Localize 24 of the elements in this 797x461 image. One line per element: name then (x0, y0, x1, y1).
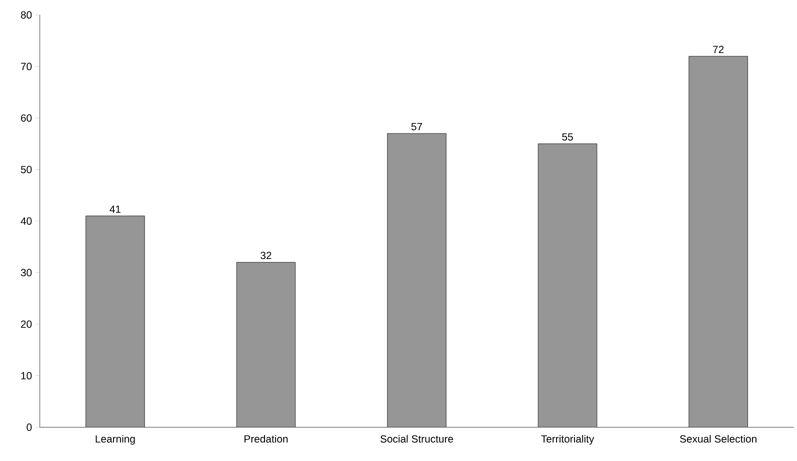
bar (538, 144, 597, 428)
x-tick-label: Territoriality (541, 434, 594, 445)
x-tick-label: Learning (96, 434, 135, 445)
bar (236, 262, 296, 428)
data-label: 41 (110, 206, 120, 213)
x-tick-label: Predation (244, 434, 288, 443)
data-label: 72 (713, 46, 724, 53)
y-tick-label: 30 (20, 268, 32, 276)
y-tick-label: 50 (20, 166, 32, 174)
y-tick-label: 70 (21, 62, 32, 70)
x-tick-label: Sexual Selection (680, 434, 756, 443)
data-label: 57 (411, 122, 422, 130)
y-tick-label: 0 (26, 424, 32, 431)
x-tick-label: Social Structure (380, 434, 454, 443)
y-tick-label: 40 (20, 217, 32, 225)
y-tick-label: 80 (20, 11, 32, 19)
data-label: 55 (562, 133, 573, 141)
bar (387, 133, 446, 428)
y-tick-label: 20 (21, 320, 32, 328)
y-tick-label: 60 (21, 114, 32, 122)
bar (86, 216, 145, 428)
y-tick-label: 10 (21, 372, 32, 380)
bar (688, 56, 748, 428)
data-label: 32 (260, 252, 272, 260)
